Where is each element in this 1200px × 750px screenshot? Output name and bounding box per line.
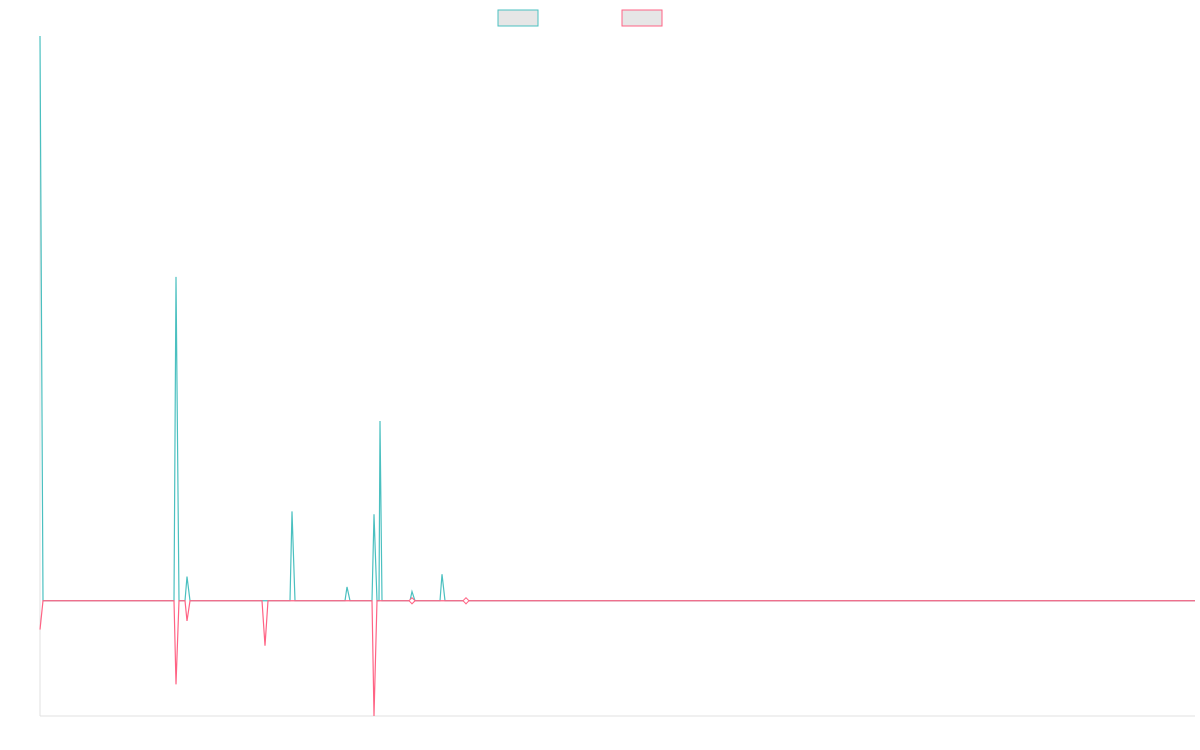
series-lines <box>39 35 1195 717</box>
legend[interactable] <box>497 9 663 27</box>
point-markers <box>408 597 470 605</box>
axes <box>39 36 1195 717</box>
point-marker-1 <box>408 597 416 605</box>
legend-swatch-1[interactable] <box>497 9 539 27</box>
point-marker-2 <box>462 597 470 605</box>
series-line-1 <box>39 35 1195 602</box>
series-line-2 <box>39 600 1195 717</box>
legend-swatch-2[interactable] <box>621 9 663 27</box>
